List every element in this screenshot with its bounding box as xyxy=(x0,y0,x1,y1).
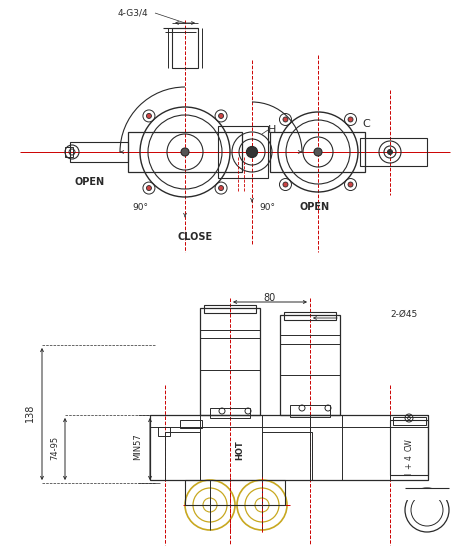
Bar xyxy=(158,427,169,436)
Bar xyxy=(289,405,329,417)
Bar xyxy=(262,432,311,480)
Text: 90°: 90° xyxy=(258,203,275,212)
Circle shape xyxy=(218,114,223,118)
Bar xyxy=(128,132,242,172)
Text: +: + xyxy=(404,463,413,469)
Circle shape xyxy=(146,185,151,190)
Bar xyxy=(200,308,259,415)
Bar xyxy=(150,415,427,427)
Bar xyxy=(269,132,364,172)
Bar xyxy=(404,488,448,500)
Text: HOT: HOT xyxy=(235,440,244,460)
Text: 2-Ø45: 2-Ø45 xyxy=(389,310,416,319)
Text: CLOSE: CLOSE xyxy=(177,232,212,242)
Circle shape xyxy=(181,148,188,156)
Circle shape xyxy=(313,148,321,156)
Circle shape xyxy=(347,182,352,187)
Text: 74-95: 74-95 xyxy=(50,436,59,460)
Circle shape xyxy=(387,150,392,155)
Bar xyxy=(279,315,339,415)
Bar xyxy=(185,480,284,505)
Bar xyxy=(283,312,335,320)
Bar xyxy=(65,147,73,157)
Text: 4-G3/4: 4-G3/4 xyxy=(117,8,148,17)
Bar xyxy=(210,408,250,418)
Text: MIN57: MIN57 xyxy=(133,433,142,460)
Circle shape xyxy=(347,117,352,122)
Text: l: l xyxy=(404,473,413,475)
Text: OPEN: OPEN xyxy=(299,202,329,212)
Text: 138: 138 xyxy=(25,404,35,422)
Circle shape xyxy=(146,114,151,118)
Bar xyxy=(70,142,128,162)
Bar xyxy=(180,420,201,428)
Bar xyxy=(389,420,427,475)
Text: 4: 4 xyxy=(404,456,413,460)
Bar xyxy=(172,28,198,68)
Text: OPEN: OPEN xyxy=(75,177,105,187)
Text: 80: 80 xyxy=(263,293,275,303)
Bar xyxy=(359,138,426,166)
Text: H: H xyxy=(268,125,276,135)
Circle shape xyxy=(246,147,257,157)
Text: 90°: 90° xyxy=(131,203,148,212)
Bar xyxy=(150,415,427,480)
Bar xyxy=(392,417,425,425)
Circle shape xyxy=(218,185,223,190)
Text: CW: CW xyxy=(404,438,413,451)
Bar xyxy=(165,432,200,480)
Text: C: C xyxy=(361,119,369,129)
Bar xyxy=(218,126,268,178)
Circle shape xyxy=(282,117,288,122)
Circle shape xyxy=(282,182,288,187)
Bar xyxy=(204,305,256,313)
